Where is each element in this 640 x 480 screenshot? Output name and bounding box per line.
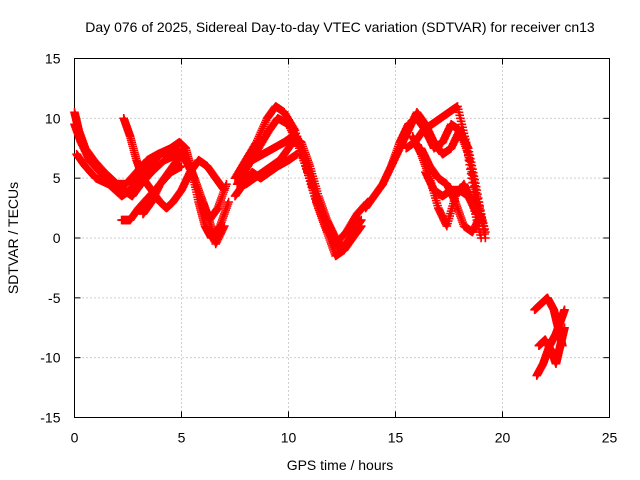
x-tick-label: 20: [495, 430, 511, 446]
data-point: [224, 197, 233, 207]
y-tick-label: 10: [45, 110, 61, 126]
x-tick-label: 5: [178, 430, 186, 446]
data-point: [476, 233, 486, 243]
data-point: [177, 161, 186, 171]
series-trace-20: [530, 293, 567, 350]
data-point: [472, 209, 482, 219]
chart-title: Day 076 of 2025, Sidereal Day-to-day VTE…: [85, 19, 595, 35]
data-points: [70, 102, 569, 380]
data-point: [220, 221, 229, 231]
data-point: [356, 215, 366, 225]
series-trace-3: [72, 143, 229, 249]
x-tick-label: 0: [71, 430, 79, 446]
y-tick-label: -5: [48, 290, 61, 306]
series-trace-11: [241, 131, 302, 189]
y-tick-label: -15: [40, 410, 60, 426]
y-tick-label: -10: [40, 350, 60, 366]
data-point: [292, 149, 302, 159]
series-trace-17: [416, 143, 486, 237]
data-point: [172, 155, 182, 165]
data-point: [560, 323, 569, 333]
series-trace-18: [421, 167, 482, 219]
y-tick-label: 5: [53, 170, 61, 186]
x-tick-label: 25: [602, 430, 618, 446]
y-tick-label: 0: [53, 230, 61, 246]
data-point: [560, 305, 569, 315]
data-point: [220, 185, 229, 195]
x-tick-label: 15: [388, 430, 404, 446]
series-trace-6: [138, 155, 182, 219]
y-tick-label: 15: [45, 51, 61, 67]
series-trace-12: [288, 126, 366, 261]
tick-labels: 0 5 10 15 20 25 -15 -10 -5 0 5 10 15: [40, 51, 617, 446]
x-tick-label: 10: [281, 430, 297, 446]
series-trace-21: [534, 323, 569, 368]
series-trace-4: [119, 114, 229, 213]
x-axis-title: GPS time / hours: [287, 457, 394, 473]
axis-ticks: [74, 58, 610, 418]
y-axis-title: SDTVAR / TECUs: [5, 182, 21, 294]
